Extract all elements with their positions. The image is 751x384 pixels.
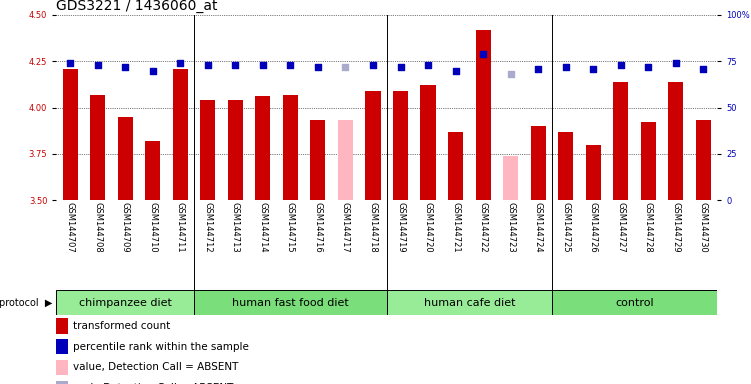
Point — [257, 62, 269, 68]
Text: value, Detection Call = ABSENT: value, Detection Call = ABSENT — [73, 362, 238, 372]
Bar — [421, 85, 436, 200]
Point — [559, 64, 572, 70]
Point — [367, 62, 379, 68]
Text: GSM144715: GSM144715 — [286, 202, 295, 252]
Text: GSM144723: GSM144723 — [506, 202, 515, 253]
Bar — [56, 339, 68, 354]
Point — [587, 66, 599, 72]
Text: GSM144721: GSM144721 — [451, 202, 460, 252]
Bar — [283, 94, 298, 200]
Text: GSM144719: GSM144719 — [396, 202, 405, 252]
Point — [229, 62, 241, 68]
Text: GSM144707: GSM144707 — [65, 202, 74, 253]
Bar — [310, 121, 325, 200]
Text: GSM144711: GSM144711 — [176, 202, 185, 252]
Point — [698, 66, 710, 72]
Point — [312, 64, 324, 70]
Point — [394, 64, 406, 70]
Point — [422, 62, 434, 68]
Text: GSM144730: GSM144730 — [699, 202, 708, 253]
Point — [505, 71, 517, 77]
Text: GDS3221 / 1436060_at: GDS3221 / 1436060_at — [56, 0, 218, 13]
Point — [174, 60, 186, 66]
Text: percentile rank within the sample: percentile rank within the sample — [73, 342, 249, 352]
Text: GSM144722: GSM144722 — [478, 202, 487, 252]
Text: rank, Detection Call = ABSENT: rank, Detection Call = ABSENT — [73, 383, 234, 384]
Text: GSM144717: GSM144717 — [341, 202, 350, 253]
Text: GSM144727: GSM144727 — [617, 202, 626, 253]
Text: GSM144712: GSM144712 — [204, 202, 213, 252]
Point — [450, 68, 462, 74]
Point — [477, 51, 489, 57]
Bar — [338, 121, 353, 200]
Text: GSM144709: GSM144709 — [121, 202, 130, 252]
Text: control: control — [615, 298, 654, 308]
Text: GSM144714: GSM144714 — [258, 202, 267, 252]
Bar — [145, 141, 160, 200]
Bar — [56, 360, 68, 375]
Text: human fast food diet: human fast food diet — [232, 298, 348, 308]
Text: transformed count: transformed count — [73, 321, 170, 331]
Text: GSM144726: GSM144726 — [589, 202, 598, 253]
Point — [202, 62, 214, 68]
Bar — [366, 91, 381, 200]
Bar — [62, 69, 77, 200]
Point — [615, 62, 627, 68]
Text: GSM144710: GSM144710 — [148, 202, 157, 252]
Point — [64, 60, 76, 66]
Text: GSM144729: GSM144729 — [671, 202, 680, 252]
Point — [146, 68, 158, 74]
Bar — [56, 290, 194, 315]
Bar — [448, 132, 463, 200]
Bar — [641, 122, 656, 200]
Text: protocol  ▶: protocol ▶ — [0, 298, 53, 308]
Bar — [586, 144, 601, 200]
Bar — [228, 100, 243, 200]
Bar — [475, 30, 490, 200]
Bar — [90, 94, 105, 200]
Bar — [201, 100, 216, 200]
Text: chimpanzee diet: chimpanzee diet — [79, 298, 172, 308]
Text: GSM144708: GSM144708 — [93, 202, 102, 253]
Text: GSM144720: GSM144720 — [424, 202, 433, 252]
Bar — [56, 318, 68, 334]
Point — [119, 64, 131, 70]
Point — [339, 64, 351, 70]
Text: GSM144724: GSM144724 — [534, 202, 543, 252]
Text: GSM144728: GSM144728 — [644, 202, 653, 253]
Text: GSM144718: GSM144718 — [369, 202, 378, 253]
Bar — [614, 82, 629, 200]
Bar — [173, 69, 188, 200]
Bar — [696, 121, 711, 200]
Bar — [387, 290, 552, 315]
Point — [642, 64, 654, 70]
Bar — [503, 156, 518, 200]
Text: GSM144716: GSM144716 — [313, 202, 322, 253]
Point — [92, 62, 104, 68]
Point — [285, 62, 297, 68]
Bar — [255, 96, 270, 200]
Bar — [552, 290, 717, 315]
Bar — [393, 91, 408, 200]
Point — [670, 60, 682, 66]
Text: GSM144713: GSM144713 — [231, 202, 240, 253]
Bar — [118, 117, 133, 200]
Bar — [56, 381, 68, 384]
Text: GSM144725: GSM144725 — [561, 202, 570, 252]
Point — [532, 66, 544, 72]
Bar — [668, 82, 683, 200]
Text: human cafe diet: human cafe diet — [424, 298, 515, 308]
Bar — [194, 290, 387, 315]
Bar — [531, 126, 546, 200]
Bar — [558, 132, 573, 200]
